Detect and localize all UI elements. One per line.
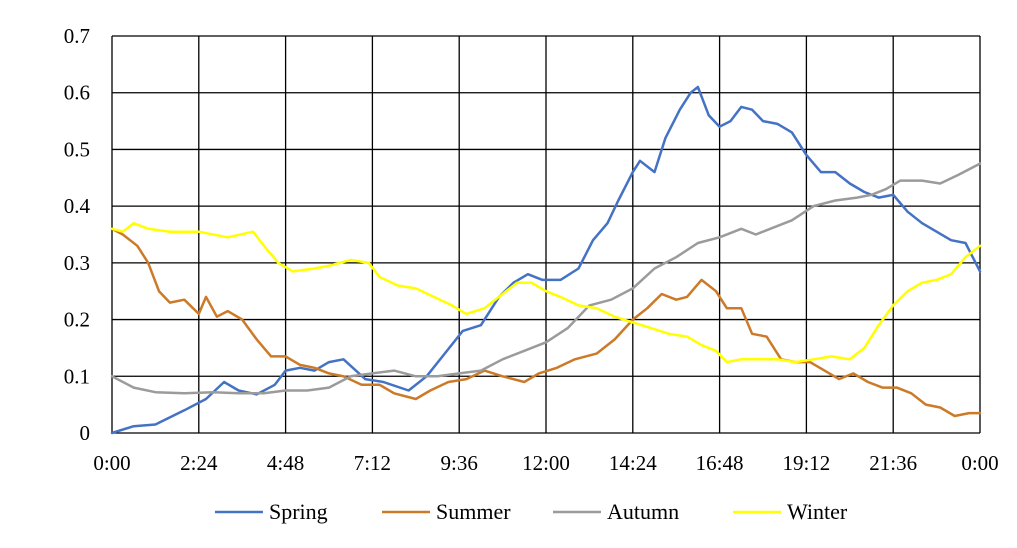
series-line-winter [110,221,982,364]
y-tick-label: 0.3 [64,251,90,275]
grid-lines [111,35,981,434]
x-tick-label: 2:24 [180,451,218,475]
y-tick-label: 0.5 [64,137,90,161]
y-tick-label: 0.6 [64,81,90,105]
x-tick-label: 0:00 [961,451,998,475]
x-tick-label: 4:48 [267,451,304,475]
legend: Spring Summer Autumn Winter [215,499,848,524]
series-layer [110,85,982,435]
x-tick-label: 12:00 [522,451,570,475]
series-line-autumn [110,162,982,395]
legend-label-autumn: Autumn [607,499,679,524]
y-tick-label: 0 [80,421,91,445]
x-tick-label: 0:00 [93,451,130,475]
y-axis-tick-labels: 0 0.1 0.2 0.3 0.4 0.5 0.6 0.7 [64,24,91,445]
legend-label-summer: Summer [436,499,511,524]
x-tick-label: 19:12 [782,451,830,475]
y-tick-label: 0.7 [64,24,90,48]
legend-label-winter: Winter [787,499,848,524]
y-tick-label: 0.1 [64,364,90,388]
x-tick-label: 9:36 [441,451,478,475]
legend-label-spring: Spring [269,499,328,524]
y-tick-label: 0.2 [64,308,90,332]
x-axis-tick-labels: 0:00 2:24 4:48 7:12 9:36 12:00 14:24 16:48 19:12… [93,451,998,475]
x-tick-label: 7:12 [354,451,391,475]
series-line-spring [110,85,982,435]
x-tick-label: 21:36 [869,451,917,475]
series-line-summer [110,227,982,418]
x-tick-label: 16:48 [696,451,744,475]
y-tick-label: 0.4 [64,194,91,218]
x-tick-label: 14:24 [609,451,657,475]
